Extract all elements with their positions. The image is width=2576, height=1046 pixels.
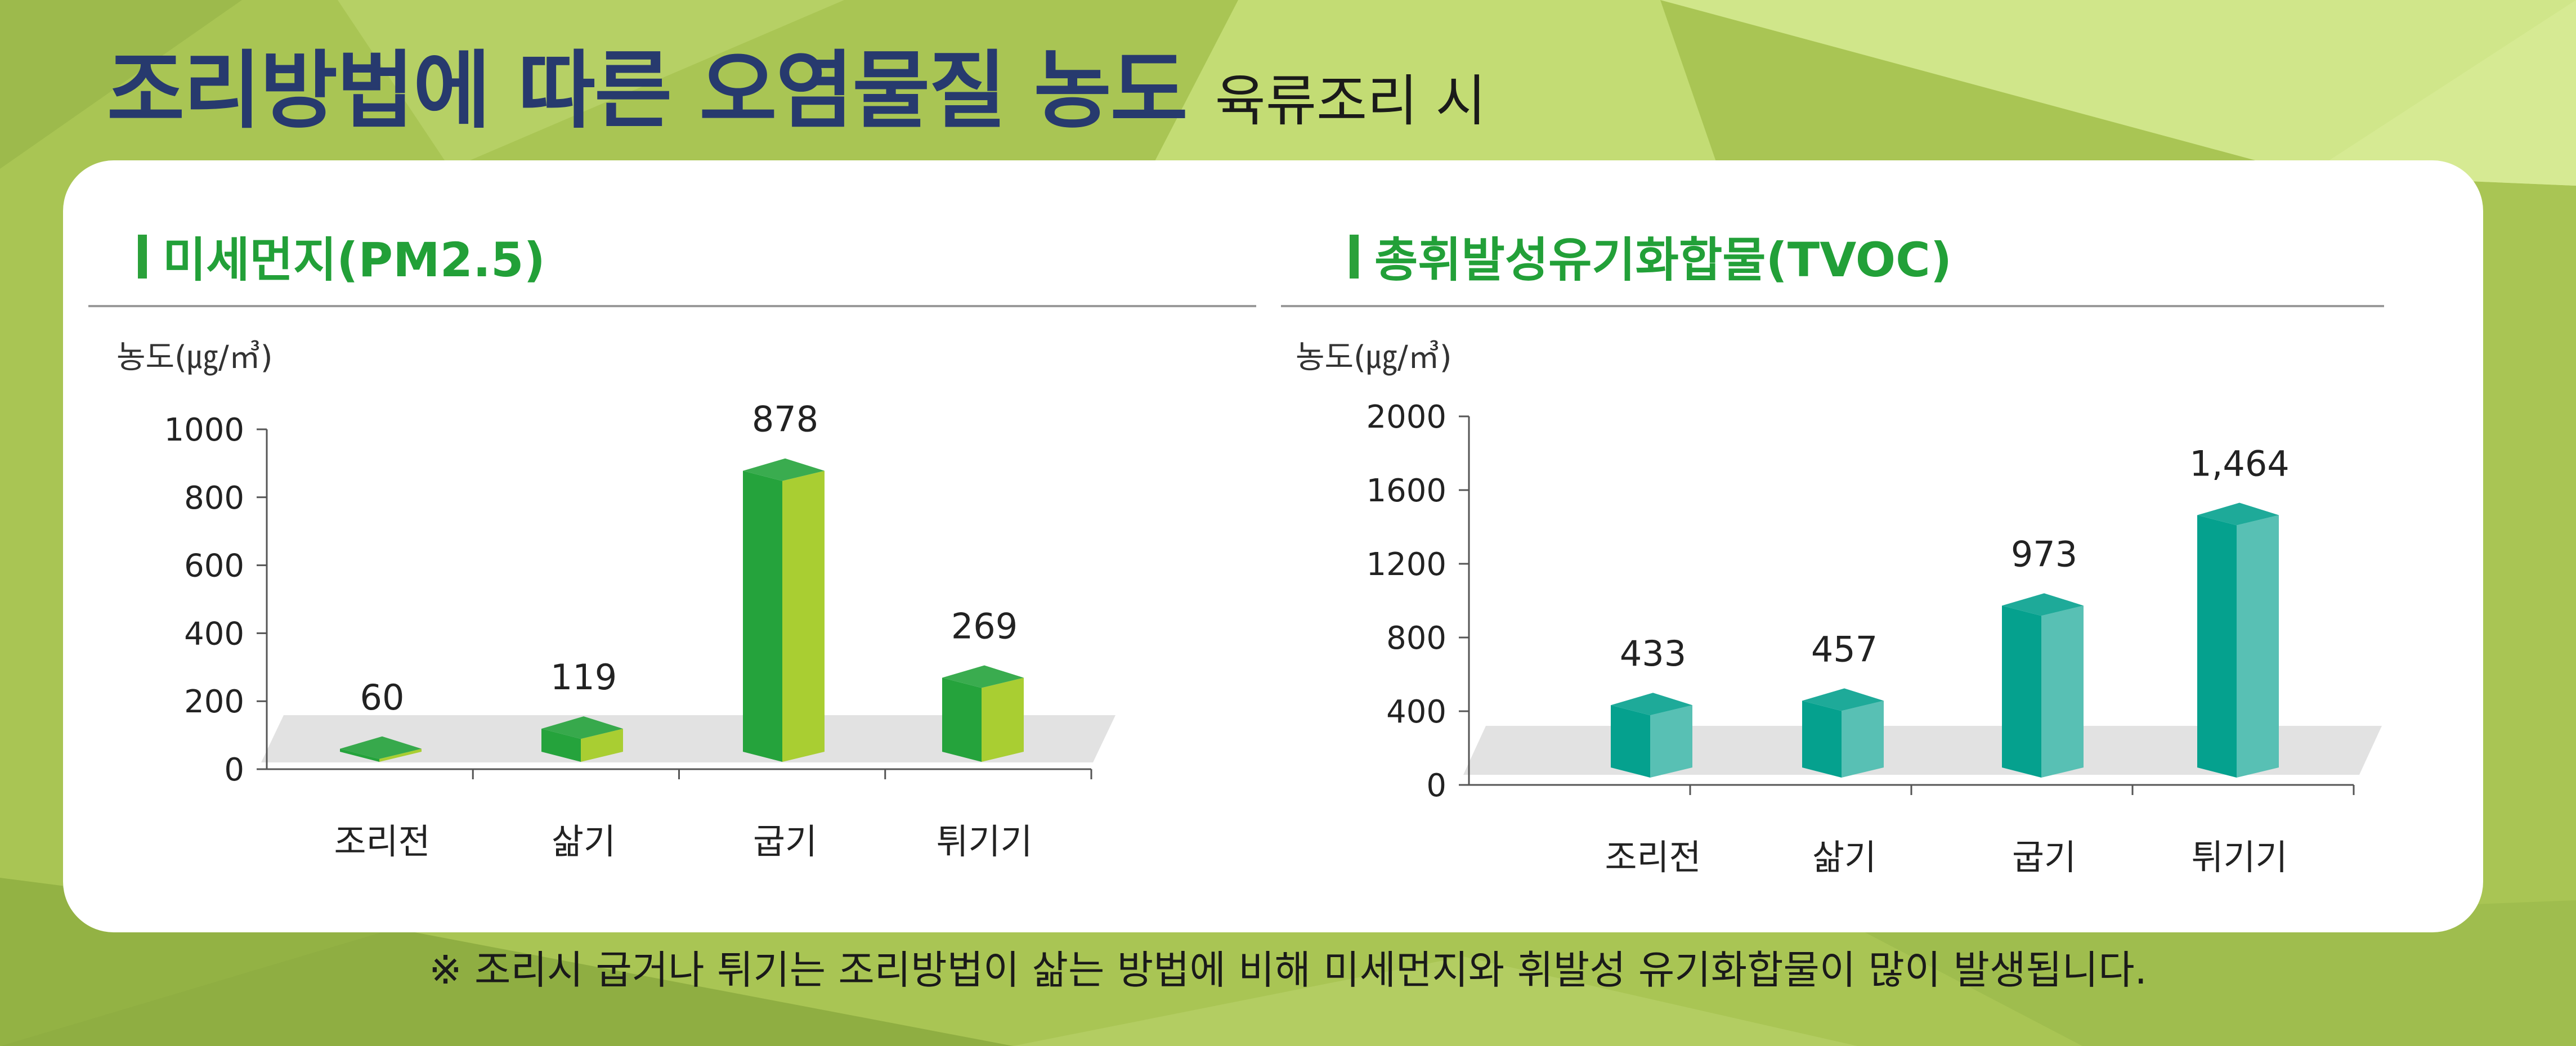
pm25-category-label: 삶기 bbox=[552, 821, 616, 862]
tvoc-bar bbox=[2002, 593, 2084, 778]
tvoc-chart-heading: 총휘발성유기화합물(TVOC) bbox=[1350, 222, 1952, 290]
tvoc-bar-top bbox=[2197, 502, 2279, 526]
pm25-chart-heading: 미세먼지(PM2.5) bbox=[138, 222, 545, 290]
tvoc-bar-front bbox=[1611, 705, 1650, 778]
tvoc-value-label: 433 bbox=[1620, 633, 1686, 674]
pm25-y-tick-label: 400 bbox=[184, 616, 244, 652]
pm25-bar bbox=[743, 458, 825, 762]
tvoc-bar bbox=[1611, 693, 1692, 778]
pm25-chart-title: 미세먼지(PM2.5) bbox=[163, 232, 545, 288]
tvoc-value-label: 1,464 bbox=[2189, 443, 2290, 484]
pm25-bar-side bbox=[379, 748, 422, 762]
pm25-y-tick-label: 600 bbox=[184, 548, 244, 585]
pm25-bar-front bbox=[743, 470, 782, 762]
tvoc-y-tick-label: 2000 bbox=[1366, 399, 1446, 436]
tvoc-bar-side bbox=[1650, 705, 1692, 778]
pm25-y-axis-label: 농도(㎍/㎥) bbox=[117, 339, 273, 376]
tvoc-bar-front bbox=[2197, 515, 2237, 778]
pm25-bar-top bbox=[743, 458, 825, 481]
pm25-bar-front bbox=[942, 677, 982, 762]
heading-marker bbox=[138, 234, 147, 279]
tvoc-category-label: 굽기 bbox=[2012, 837, 2076, 878]
tvoc-bar-side bbox=[2237, 515, 2279, 778]
pm25-bar-chart: 0 200 400 600 800 1000 60 조리전 119 삶기 878 굽기 269 튀기기 bbox=[164, 399, 1115, 862]
tvoc-bar-top bbox=[2002, 593, 2084, 616]
pm25-bar-front bbox=[340, 748, 379, 762]
tvoc-y-axis-label: 농도(㎍/㎥) bbox=[1296, 339, 1452, 376]
pm25-bar-side bbox=[982, 677, 1024, 762]
tvoc-bar-front bbox=[1802, 701, 1842, 778]
pm25-y-tick-label: 800 bbox=[184, 480, 244, 517]
tvoc-floor bbox=[1463, 726, 2382, 775]
tvoc-y-tick-label: 0 bbox=[1426, 767, 1446, 804]
heading-marker bbox=[1350, 234, 1359, 279]
heading-divider bbox=[1281, 305, 2384, 307]
page-title: 조리방법에 따른 오염물질 농도 bbox=[107, 42, 1188, 140]
pm25-bar-front bbox=[541, 729, 581, 762]
page-subtitle: 육류조리 시 bbox=[1215, 69, 1486, 133]
tvoc-bar-front bbox=[2002, 605, 2041, 778]
tvoc-bar-top bbox=[1802, 688, 1884, 711]
pm25-bar-side bbox=[782, 470, 825, 762]
pm25-category-label: 조리전 bbox=[334, 821, 430, 862]
tvoc-chart-title: 총휘발성유기화합물(TVOC) bbox=[1374, 232, 1952, 288]
tvoc-bar bbox=[1802, 688, 1884, 778]
pm25-category-label: 굽기 bbox=[753, 821, 817, 862]
tvoc-value-label: 457 bbox=[1811, 629, 1878, 670]
tvoc-bar-chart: 0 400 800 1200 1600 2000 433 조리전 457 삶기 973 굽기 1,464… bbox=[1366, 399, 2382, 878]
tvoc-y-tick-label: 1200 bbox=[1366, 546, 1446, 583]
tvoc-bar-side bbox=[2041, 605, 2084, 778]
tvoc-y-tick-label: 800 bbox=[1386, 620, 1446, 657]
pm25-bar-top bbox=[541, 716, 623, 739]
tvoc-value-label: 973 bbox=[2011, 533, 2077, 574]
pm25-y-tick-label: 0 bbox=[224, 752, 244, 788]
tvoc-category-label: 조리전 bbox=[1605, 837, 1701, 878]
pm25-floor bbox=[261, 715, 1115, 762]
pm25-bar bbox=[340, 736, 422, 762]
pm25-bar bbox=[541, 716, 623, 762]
pm25-y-tick-label: 200 bbox=[184, 684, 244, 720]
heading-divider bbox=[88, 305, 1256, 307]
pm25-bar bbox=[942, 665, 1024, 762]
pm25-value-label: 878 bbox=[752, 399, 818, 440]
tvoc-bar bbox=[2197, 502, 2279, 778]
tvoc-bar-side bbox=[1842, 701, 1884, 778]
footnote: ※ 조리시 굽거나 튀기는 조리방법이 삶는 방법에 비해 미세먼지와 휘발성 … bbox=[429, 947, 2147, 993]
pm25-bar-top bbox=[942, 665, 1024, 688]
charts-panel: 미세먼지(PM2.5) 농도(㎍/㎥) 0 200 400 600 800 1000 60 조… bbox=[63, 160, 2483, 932]
tvoc-y-tick-label: 400 bbox=[1386, 694, 1446, 730]
pm25-category-label: 튀기기 bbox=[936, 821, 1032, 862]
page-header: 조리방법에 따른 오염물질 농도 육류조리 시 bbox=[107, 23, 1486, 145]
pm25-bar-side bbox=[581, 729, 623, 762]
pm25-y-tick-label: 1000 bbox=[164, 412, 244, 448]
pm25-value-label: 269 bbox=[951, 606, 1018, 647]
tvoc-bar-top bbox=[1611, 693, 1692, 716]
tvoc-category-label: 튀기기 bbox=[2191, 837, 2287, 878]
pm25-value-label: 119 bbox=[550, 657, 617, 698]
tvoc-y-tick-label: 1600 bbox=[1366, 473, 1446, 509]
tvoc-category-label: 삶기 bbox=[1812, 837, 1876, 878]
pm25-value-label: 60 bbox=[360, 677, 405, 718]
pm25-bar-top bbox=[340, 736, 422, 759]
